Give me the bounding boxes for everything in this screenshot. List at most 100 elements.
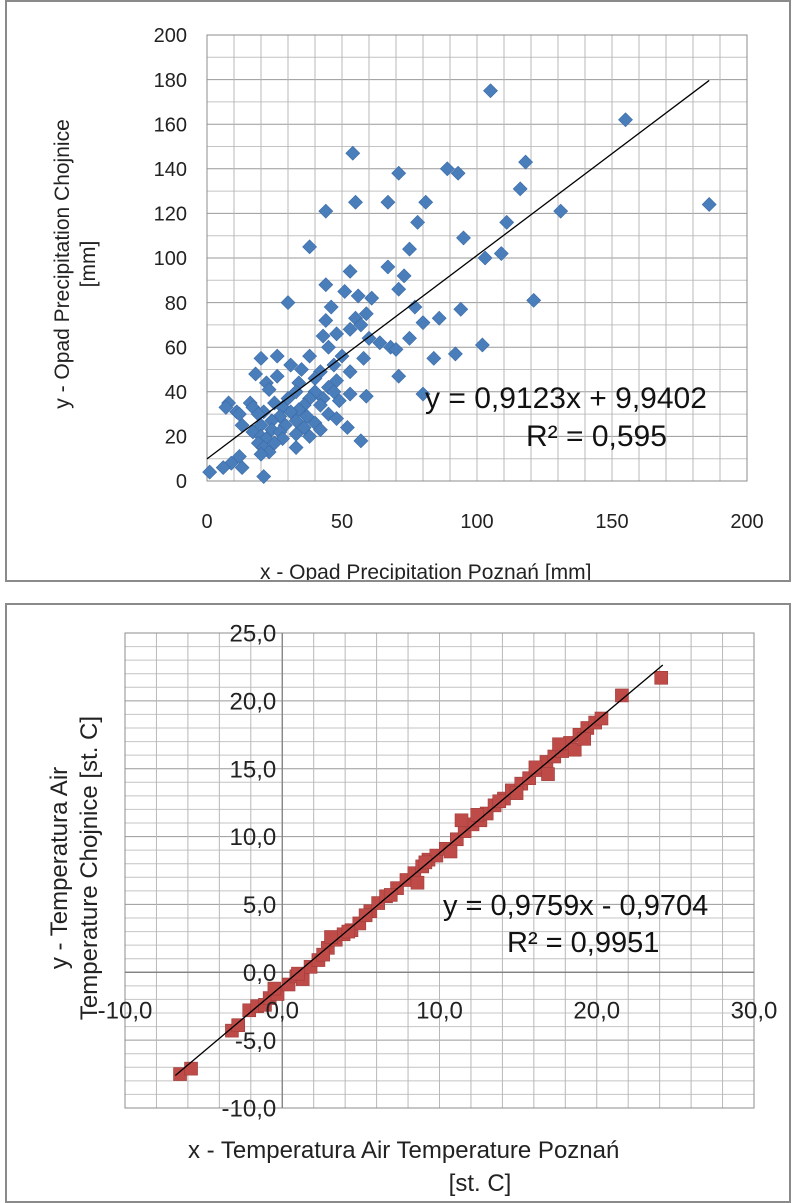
r-squared-label: R² = 0,595: [526, 420, 667, 453]
data-point: [318, 313, 334, 328]
data-point: [248, 366, 264, 382]
data-point: [426, 350, 442, 366]
y-axis-title-line-2: [mm]: [77, 241, 100, 288]
y-tick-label: 20,0: [230, 688, 277, 715]
regression-equation: y = 0,9123x + 9,9402: [425, 382, 707, 415]
data-point: [454, 813, 469, 828]
data-point: [388, 342, 404, 357]
data-point: [288, 440, 304, 455]
data-point: [372, 335, 388, 351]
y-tick-label: 15,0: [230, 756, 277, 783]
data-point: [415, 386, 431, 402]
data-point: [342, 321, 358, 337]
plot-area: [124, 632, 755, 1109]
chart-panel-temperature: -10,0 0,0 10,0 20,0 30,0 -10,0 -5,0 0,0 5,0 10,0 1…: [5, 603, 791, 1203]
data-point: [541, 767, 555, 781]
data-point: [410, 214, 426, 230]
data-point: [231, 1018, 246, 1033]
x-tick-label: 30,0: [731, 997, 778, 1024]
data-point: [256, 469, 272, 484]
data-point: [218, 399, 234, 415]
tick-labels: -10,0 0,0 10,0 20,0 30,0 -10,0 -5,0 0,0 5,0 10,0 1…: [98, 621, 778, 1123]
data-point: [364, 290, 380, 306]
data-point: [202, 464, 218, 480]
trendline-path: [206, 79, 710, 460]
data-point: [234, 460, 250, 476]
y-tick-label: 120: [154, 204, 187, 226]
data-point: [618, 112, 633, 128]
data-point: [439, 161, 455, 177]
data-point: [594, 711, 609, 726]
data-point: [431, 310, 447, 326]
y-tick-label: 200: [154, 25, 187, 47]
data-point: [358, 388, 374, 404]
y-tick-label: 160: [154, 114, 187, 136]
chart-panel-precipitation: 0 50 100 150 200 0 20 40 60 80 100 120 140 160 180 200 …: [5, 0, 791, 582]
precipitation-scatter-chart: 0 50 100 150 200020406080100120140160180200 …: [51, 25, 764, 580]
y-tick-label: 80: [165, 293, 187, 315]
data-point: [396, 268, 412, 284]
data-point: [453, 301, 469, 317]
data-point: [318, 277, 334, 293]
x-tick-label: 0: [201, 511, 212, 533]
r-squared-label: R² = 0,9951: [507, 927, 659, 959]
data-point: [701, 197, 717, 212]
data-point: [312, 422, 328, 438]
data-point: [493, 246, 509, 261]
data-point: [415, 315, 431, 331]
data-point: [312, 397, 328, 413]
trendline: [174, 664, 664, 1077]
y-tick-label: 20: [165, 427, 187, 449]
data-point: [234, 417, 250, 433]
y-tick-label: 60: [165, 337, 187, 359]
data-point: [418, 855, 433, 870]
data-point: [391, 368, 407, 384]
data-point: [456, 230, 471, 246]
data-point: [329, 326, 345, 342]
grid: [124, 632, 755, 1109]
data-point: [302, 239, 318, 255]
data-point: [499, 214, 515, 230]
y-tick-label: 100: [154, 248, 187, 270]
data-point: [331, 393, 347, 409]
data-point: [348, 194, 363, 210]
data-point: [342, 263, 358, 279]
x-tick-label: 0,0: [266, 997, 299, 1024]
data-point: [302, 428, 318, 444]
y-axis-title: y - Temperatura Air Temperature Chojnice…: [46, 716, 103, 1020]
tick-labels: 0 50 100 150 200 0 20 40 60 80 100 120 140 160 180 200: [154, 25, 764, 533]
data-point: [391, 281, 407, 297]
data-point: [345, 145, 361, 161]
data-point: [418, 194, 434, 210]
data-point: [577, 732, 591, 746]
data-point: [339, 420, 355, 435]
data-point: [380, 259, 396, 275]
data-points: [202, 83, 717, 484]
x-tick-label: 50: [331, 511, 353, 533]
data-point: [391, 165, 407, 181]
data-point: [353, 317, 369, 333]
data-point: [402, 330, 417, 346]
x-tick-label: 150: [595, 511, 628, 533]
y-tick-label: 5,0: [243, 892, 276, 919]
x-tick-label: 10,0: [416, 997, 463, 1024]
y-tick-label: 25,0: [230, 621, 277, 648]
data-point: [350, 288, 366, 304]
x-tick-label: -10,0: [98, 997, 153, 1024]
y-axis-title-line-1: y - Temperatura Air: [46, 767, 73, 969]
data-point: [477, 250, 493, 266]
data-point: [318, 203, 334, 219]
data-point: [316, 947, 330, 962]
data-point: [329, 411, 345, 426]
data-point: [326, 357, 342, 373]
data-point: [356, 350, 372, 366]
data-point: [447, 346, 463, 362]
y-axis-title: y - Opad Precipitation Chojnice [mm]: [51, 119, 100, 408]
data-point: [512, 181, 528, 197]
data-point: [518, 154, 534, 170]
y-tick-label: 40: [165, 382, 187, 404]
data-point: [302, 348, 318, 364]
x-tick-label: 20,0: [573, 997, 620, 1024]
temperature-scatter-chart: -10,0 0,0 10,0 20,0 30,0 -10,0 -5,0 0,0 5,0 10,0 1…: [46, 621, 778, 1197]
data-point: [291, 966, 305, 981]
